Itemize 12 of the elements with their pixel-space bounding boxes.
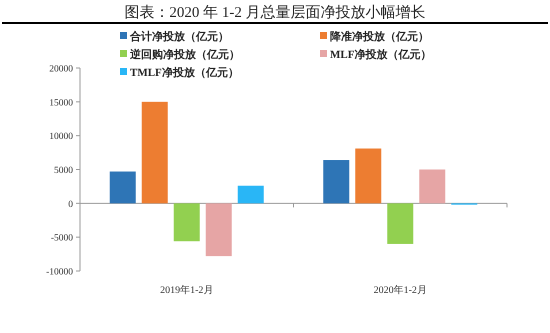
y-tick-label: 10000 <box>49 132 74 142</box>
y-tick-label: 0 <box>68 200 74 210</box>
title: 图表：2020 年 1-2 月总量层面净投放小幅增长 <box>124 5 426 21</box>
legend-label: MLF净投放（亿元） <box>330 48 432 61</box>
y-tick-label: -10000 <box>46 268 74 278</box>
y-tick-label: 15000 <box>49 98 74 108</box>
x-tick-label: 2019年1-2月 <box>160 284 214 296</box>
y-tick-label: -5000 <box>50 234 74 244</box>
y-tick-label: 20000 <box>49 64 74 74</box>
x-tick-label: 2020年1-2月 <box>374 284 427 296</box>
legend-label: 降准净投放（亿元） <box>330 30 429 43</box>
y-tick-label: 5000 <box>54 166 74 176</box>
